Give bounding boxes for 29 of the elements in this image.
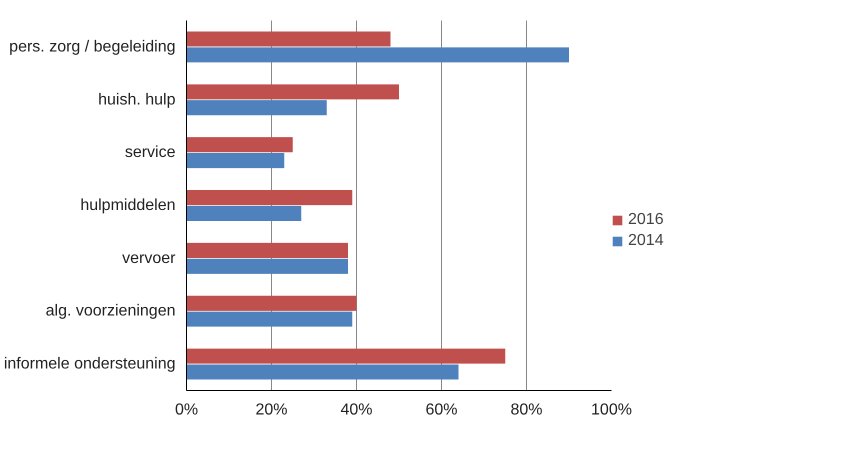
bar <box>186 137 293 152</box>
legend-label: 2016 <box>628 211 664 229</box>
bar <box>186 364 458 380</box>
x-tick-label: 40% <box>340 402 373 418</box>
bar <box>186 153 284 168</box>
y-tick-label: hulpmiddelen <box>80 197 176 214</box>
legend-label: 2014 <box>628 232 664 250</box>
y-tick-label: alg. voorzieningen <box>46 302 176 320</box>
bar <box>186 348 506 364</box>
bar <box>186 206 302 221</box>
x-tick-label: 80% <box>510 402 543 418</box>
bar <box>186 258 348 274</box>
y-tick-label: informele ondersteuning <box>4 356 176 373</box>
y-tick-label: huish. hulp <box>98 91 176 108</box>
bar <box>186 242 348 258</box>
bar <box>186 312 352 327</box>
bar <box>186 31 390 47</box>
bar <box>186 47 569 62</box>
y-tick-label: service <box>124 144 176 162</box>
x-tick-label: 100% <box>591 402 632 418</box>
bar <box>186 84 399 100</box>
x-tick-label: 0% <box>174 402 198 418</box>
y-tick-label: vervoer <box>122 250 176 267</box>
x-tick-label: 60% <box>425 402 458 418</box>
y-tick-label: pers. zorg / begeleiding <box>9 38 176 56</box>
bar <box>186 190 352 206</box>
x-tick-label: 20% <box>255 402 288 418</box>
bar <box>186 296 356 311</box>
bar <box>186 100 327 116</box>
